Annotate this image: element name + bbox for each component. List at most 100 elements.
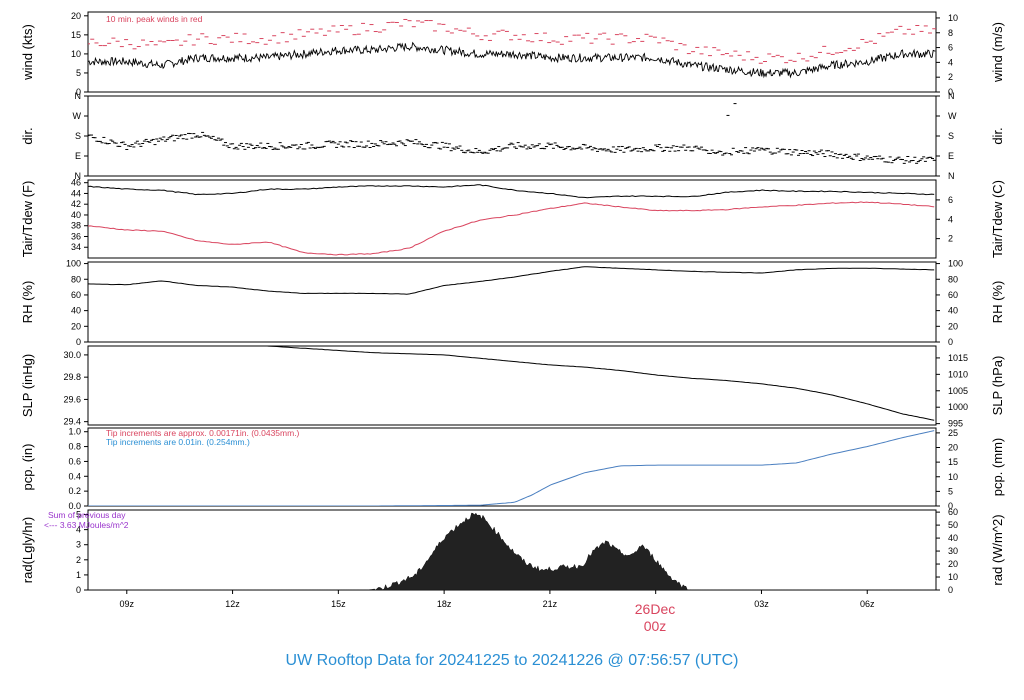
day-marker: 26Dec 00z [635, 601, 675, 634]
left-axis-label: Tair/Tdew (F) [20, 181, 35, 258]
footer-title: UW Rooftop Data for 20241225 to 20241226… [286, 652, 739, 669]
left-tick-label: 0 [76, 337, 81, 347]
series-line-0 [259, 346, 935, 421]
left-axis-label: dir. [20, 127, 35, 144]
right-tick-label: 2 [948, 72, 953, 82]
panel-frame [87, 345, 937, 426]
left-tick-label: S [75, 131, 81, 141]
right-tick-label: W [948, 111, 957, 121]
wind-annotation: 10 min. peak winds in red [106, 14, 203, 24]
right-tick-label: N [948, 91, 955, 101]
left-tick-label: 100 [66, 259, 81, 269]
right-tick-label: 100 [948, 259, 963, 269]
right-tick-label: 2 [948, 234, 953, 244]
panel-frame [87, 261, 937, 343]
precip-note-exact: Tip increments are 0.01in. (0.254mm.) [106, 437, 250, 447]
right-tick-label: 10 [948, 13, 958, 23]
right-tick-label: 4 [948, 57, 953, 67]
left-tick-label: N [75, 91, 82, 101]
series-line-0 [88, 41, 936, 79]
right-tick-label: 1015 [948, 353, 968, 363]
left-tick-label: 36 [71, 231, 81, 241]
left-tick-label: 40 [71, 306, 81, 316]
x-tick-label: 21z [543, 599, 558, 609]
right-tick-label: 0 [948, 585, 953, 595]
day-marker-date: 26Dec [635, 601, 675, 617]
precip-notes: Tip increments are approx. 0.00171in. (0… [106, 428, 300, 447]
right-tick-label: 50 [948, 520, 958, 530]
left-tick-label: 30.0 [63, 350, 81, 360]
right-tick-label: 995 [948, 419, 963, 429]
right-tick-label: 1010 [948, 369, 968, 379]
right-tick-label: 10 [948, 472, 958, 482]
panel-frame [87, 95, 937, 177]
series-line-0 [88, 430, 935, 506]
right-tick-label: E [948, 151, 954, 161]
series-line-0 [88, 184, 935, 199]
right-tick-label: 20 [948, 321, 958, 331]
left-tick-label: 0.4 [68, 471, 81, 481]
right-axis-label: rad (W/m^2) [990, 514, 1005, 585]
left-tick-label: 1 [76, 570, 81, 580]
right-tick-label: 40 [948, 306, 958, 316]
x-axis: 09z 12z 15z 18z 21z 03z 06z [120, 590, 875, 609]
right-tick-label: S [948, 131, 954, 141]
series-line-0 [88, 266, 935, 295]
left-tick-label: W [73, 111, 82, 121]
panel-rh: 0 20 40 60 80 100 0 20 40 60 80 100 RH (%) RH (%) [20, 259, 1005, 347]
right-tick-label: 0 [948, 337, 953, 347]
left-tick-label: 0 [76, 87, 81, 97]
radiation-area [88, 512, 936, 590]
left-tick-label: 0 [76, 585, 81, 595]
right-tick-label: 80 [948, 274, 958, 284]
left-tick-label: 60 [71, 290, 81, 300]
left-tick-label: 15 [71, 30, 81, 40]
right-tick-label: 30 [948, 546, 958, 556]
right-tick-label: 20 [948, 443, 958, 453]
right-tick-label: 0 [948, 87, 953, 97]
day-marker-time: 00z [644, 618, 667, 634]
x-tick-label: 06z [860, 599, 875, 609]
right-axis-label: SLP (hPa) [990, 356, 1005, 416]
left-tick-label: 20 [71, 11, 81, 21]
rad-sum-note: Sum of previous day [48, 510, 126, 520]
left-tick-label: 80 [71, 274, 81, 284]
right-tick-label: 5 [948, 486, 953, 496]
panel-slp: 29.4 29.6 29.8 30.0 995 1000 1005 1010 1015 SLP (… [20, 345, 1005, 429]
x-tick-label: 09z [120, 599, 135, 609]
left-tick-label: 1.0 [68, 427, 81, 437]
right-tick-label: 8 [948, 28, 953, 38]
right-tick-label: 40 [948, 533, 958, 543]
right-axis-label: Tair/Tdew (C) [990, 180, 1005, 258]
right-tick-label: 60 [948, 507, 958, 517]
left-tick-label: 0.8 [68, 442, 81, 452]
precip-note-approx: Tip increments are approx. 0.00171in. (0… [106, 428, 300, 438]
right-axis-label: wind (m/s) [990, 22, 1005, 83]
right-axis-label: pcp. (mm) [990, 438, 1005, 497]
left-axis-label: pcp. (in) [20, 444, 35, 491]
left-tick-label: N [75, 171, 82, 181]
left-tick-label: 29.6 [63, 394, 81, 404]
right-tick-label: 6 [948, 195, 953, 205]
right-axis-label: RH (%) [990, 281, 1005, 324]
right-tick-label: N [948, 171, 955, 181]
right-tick-label: 1005 [948, 386, 968, 396]
left-tick-label: 44 [71, 188, 81, 198]
panel-frame [87, 11, 937, 93]
left-tick-label: 3 [76, 540, 81, 550]
right-tick-label: 6 [948, 43, 953, 53]
rad-sum-value: <--- 3.63 MJoules/m^2 [44, 520, 129, 530]
rad-notes: Sum of previous day <--- 3.63 MJoules/m^… [44, 510, 129, 530]
x-tick-label: 18z [437, 599, 452, 609]
right-tick-label: 20 [948, 559, 958, 569]
right-tick-label: 60 [948, 290, 958, 300]
left-axis-label: rad(Lgly/hr) [20, 517, 35, 583]
left-tick-label: E [75, 151, 81, 161]
right-tick-label: 15 [948, 457, 958, 467]
left-axis-label: SLP (inHg) [20, 354, 35, 417]
left-tick-label: 29.8 [63, 372, 81, 382]
left-tick-label: 4 [76, 525, 81, 535]
